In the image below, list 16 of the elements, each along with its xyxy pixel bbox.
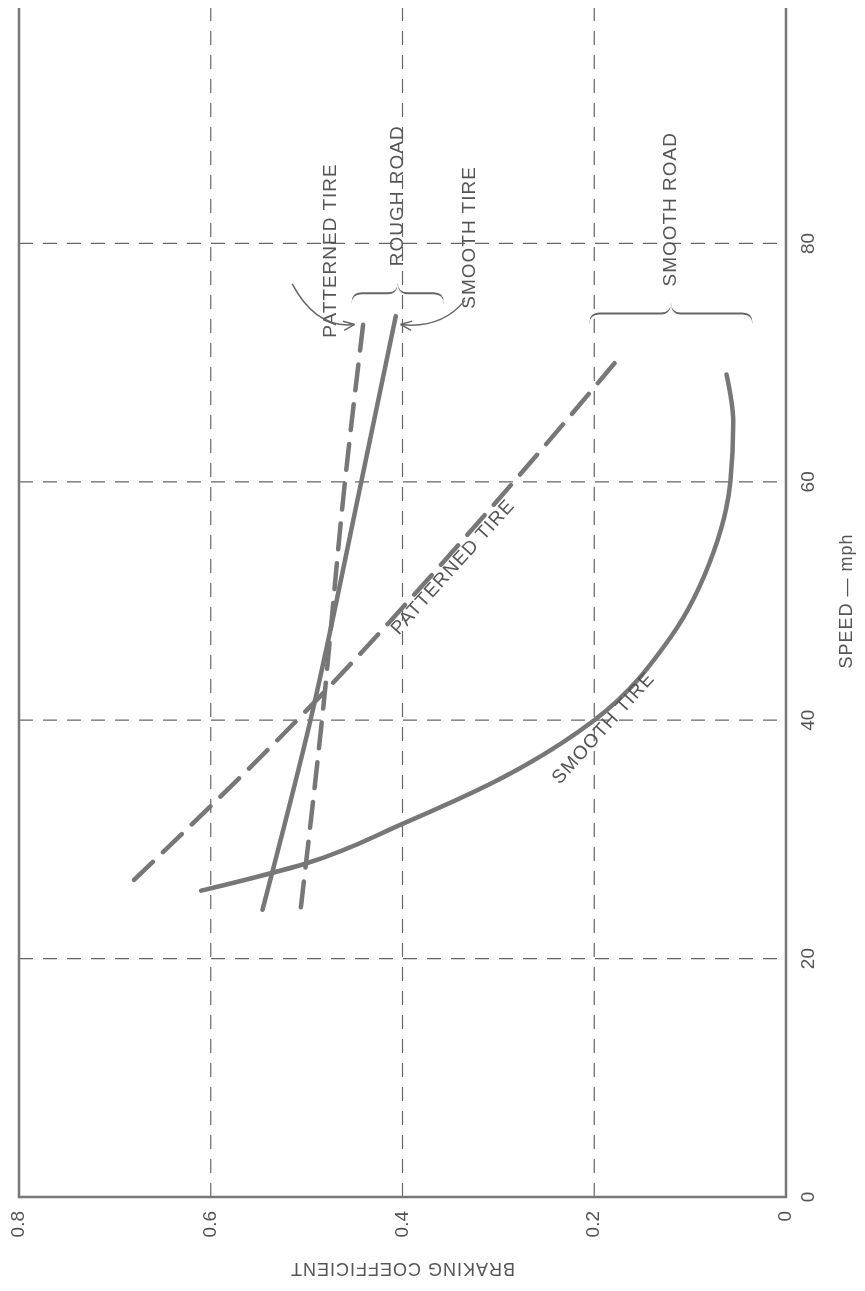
y-tick-label: 0 — [797, 1191, 818, 1203]
x-tick-label: 0.8 — [7, 1211, 29, 1238]
x-tick-label: 0 — [774, 1211, 796, 1222]
y-tick-label: 40 — [797, 709, 818, 731]
y-tick-label: 80 — [797, 232, 818, 254]
x-axis-title: BRAKING COEFFICIENT — [289, 1259, 516, 1279]
x-tick-label: 0.6 — [198, 1211, 220, 1238]
annotation: ROUGH ROAD — [385, 125, 407, 267]
y-tick-label: 60 — [797, 471, 818, 493]
text: PATTERNED TIRE — [318, 163, 340, 338]
text: SMOOTH TIRE — [457, 166, 479, 309]
y-tick-label: 20 — [797, 948, 818, 970]
x-tick-label: 0.4 — [390, 1210, 412, 1238]
y-axis-title: SPEED — mph — [836, 533, 856, 669]
annotation: SMOOTH ROAD — [658, 131, 680, 287]
x-tick-label: 0.2 — [582, 1211, 604, 1238]
